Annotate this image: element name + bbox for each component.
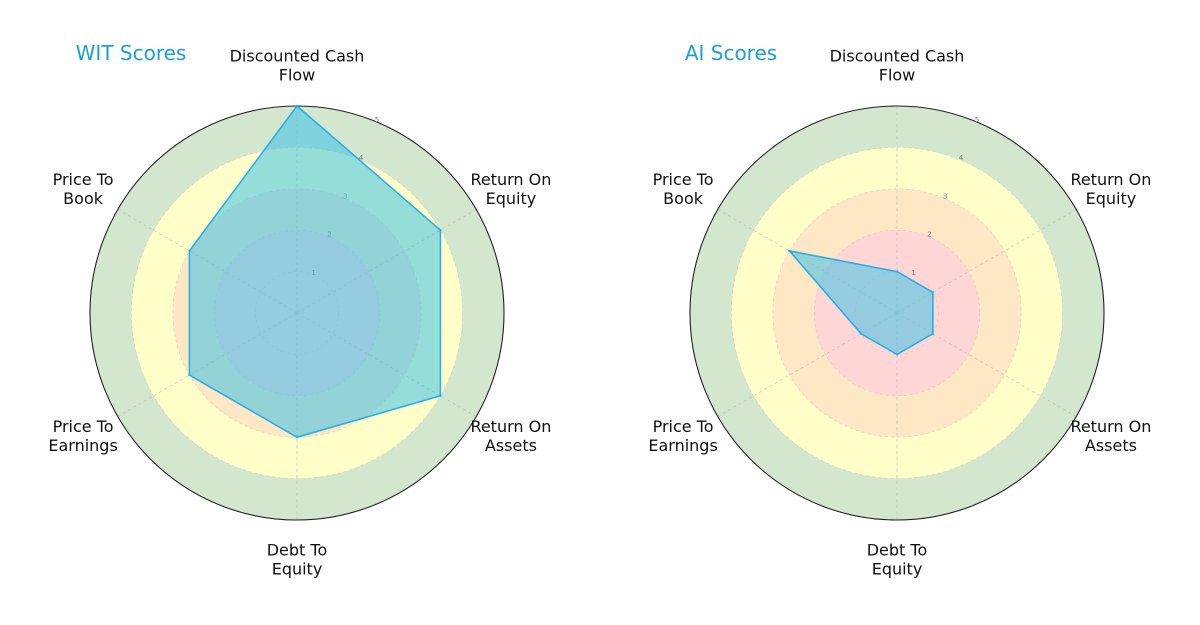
grid-circle-3 xyxy=(772,188,1022,438)
point-return-on-equity xyxy=(931,291,935,294)
axis-label-line: Discounted Cash xyxy=(830,47,965,66)
tick-label-3: 3 xyxy=(943,192,947,200)
tick-label-1: 1 xyxy=(911,269,915,277)
axis-label-line: Flow xyxy=(279,66,316,85)
axis-label-line: Flow xyxy=(879,66,916,85)
point-price-to-book xyxy=(188,249,191,253)
axis-label-price-to-earnings: Price To Earnings xyxy=(48,417,117,455)
spoke-price-to-earnings xyxy=(717,312,898,417)
axis-label-line: Earnings xyxy=(648,436,717,455)
point-return-on-equity xyxy=(439,229,442,232)
spoke-return-on-equity xyxy=(896,209,1077,314)
axis-label-line: Return On xyxy=(1070,170,1151,189)
axis-label-return-on-assets: Return On Assets xyxy=(1070,417,1151,455)
point-return-on-assets xyxy=(439,394,442,397)
axis-label-debt-to-equity: Debt To Equity xyxy=(267,541,328,579)
axis-label-line: Book xyxy=(663,189,704,208)
outer-ring xyxy=(689,105,1105,521)
axis-label-line: Book xyxy=(63,189,104,208)
tick-label-5: 5 xyxy=(375,116,379,124)
axis-label-discounted-cash-flow: Discounted Cash Flow xyxy=(230,47,365,85)
axis-label-line: Price To xyxy=(53,170,114,189)
axis-label-line: Equity xyxy=(872,560,923,579)
axis-label-line: Equity xyxy=(486,189,537,208)
axis-label-line: Equity xyxy=(1086,189,1137,208)
axis-label-price-to-book: Price To Book xyxy=(53,170,114,208)
axis-label-price-to-earnings: Price To Earnings xyxy=(648,417,717,455)
chart-title: WIT Scores xyxy=(76,41,187,65)
tick-label-4: 4 xyxy=(359,154,364,162)
point-debt-to-equity xyxy=(295,436,299,439)
axis-label-line: Price To xyxy=(653,417,714,436)
axis-label-line: Price To xyxy=(53,417,114,436)
axis-label-line: Debt To xyxy=(867,541,928,560)
axis-label-line: Assets xyxy=(485,436,537,455)
point-discounted-cash-flow xyxy=(895,270,899,273)
axis-label-debt-to-equity: Debt To Equity xyxy=(867,541,928,579)
axis-label-line: Return On xyxy=(470,417,551,436)
axis-label-line: Return On xyxy=(470,170,551,189)
axis-label-return-on-assets: Return On Assets xyxy=(470,417,551,455)
axis-label-price-to-book: Price To Book xyxy=(653,170,714,208)
axis-label-line: Equity xyxy=(272,560,323,579)
tick-label-2: 2 xyxy=(927,231,931,239)
point-return-on-assets xyxy=(931,332,935,335)
point-discounted-cash-flow xyxy=(295,104,299,108)
axis-label-line: Debt To xyxy=(267,541,328,560)
grid-circle-2 xyxy=(813,229,981,397)
axis-label-line: Assets xyxy=(1085,436,1137,455)
axis-label-discounted-cash-flow: Discounted Cash Flow xyxy=(830,47,965,85)
spoke-return-on-assets xyxy=(896,312,1077,417)
axis-label-line: Discounted Cash xyxy=(230,47,365,66)
point-debt-to-equity xyxy=(895,353,899,356)
point-price-to-book xyxy=(788,249,791,253)
tick-label-5: 5 xyxy=(975,116,979,124)
grid-circle-4 xyxy=(731,147,1063,479)
point-price-to-earnings xyxy=(188,373,191,377)
axis-label-return-on-equity: Return On Equity xyxy=(1070,170,1151,208)
axis-label-line: Price To xyxy=(653,170,714,189)
axis-label-return-on-equity: Return On Equity xyxy=(470,170,551,208)
axis-label-line: Earnings xyxy=(48,436,117,455)
tick-label-4: 4 xyxy=(959,154,964,162)
axis-label-line: Return On xyxy=(1070,417,1151,436)
point-price-to-earnings xyxy=(859,332,863,335)
chart-title: AI Scores xyxy=(685,41,777,65)
